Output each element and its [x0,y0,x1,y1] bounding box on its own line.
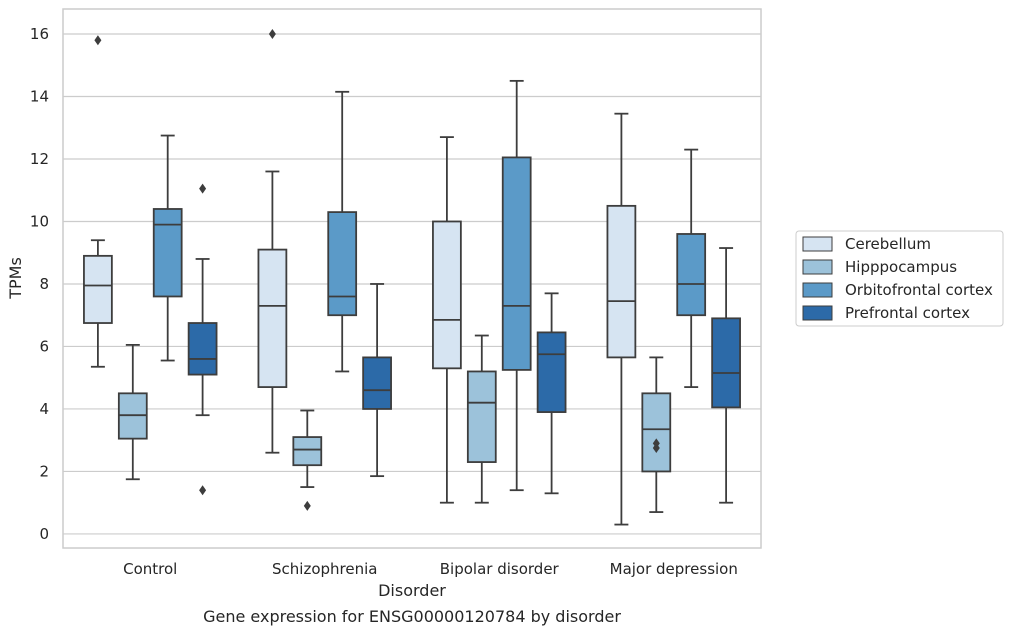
y-tick-label: 16 [30,25,49,43]
box-body [466,370,497,463]
box-series [83,28,741,526]
legend-swatch [802,259,833,275]
box-0-2 [432,136,462,504]
outlier-point [268,28,276,39]
x-tick-labels: Control Schizophrenia Bipolar disorder Majo… [123,560,738,578]
y-tick-label: 6 [39,337,49,355]
box-1-0 [117,343,148,481]
box-3-0 [187,183,218,496]
outlier-point [652,438,660,449]
box-2-1 [327,90,358,373]
box-body [292,436,323,467]
legend-label: Prefrontal cortex [845,304,970,322]
y-tick-label: 0 [39,525,49,543]
box-body [327,211,358,317]
box-0-1 [257,28,288,454]
x-tick-label: Major depression [610,560,738,578]
legend: Cerebellum Hipppocampus Orbitofrontal cort… [795,230,1004,327]
legend-swatch [802,282,833,298]
box-body [187,322,218,376]
chart-title: Gene expression for ENSG00000120784 by d… [203,607,621,626]
legend-swatch [802,236,833,252]
y-tick-label: 14 [30,87,49,105]
box-body [152,208,183,298]
box-2-2 [501,79,532,492]
box-0-3 [606,112,637,526]
box-1-1 [292,409,323,511]
outlier-point [199,485,207,496]
box-body [257,248,288,388]
box-0-0 [83,35,113,368]
outlier-point [94,35,102,46]
y-tick-labels: 0 2 4 6 8 10 12 14 16 [30,25,49,543]
box-body [536,331,567,413]
box-body [501,156,532,371]
outlier-point [303,500,311,511]
box-body [606,204,637,359]
box-3-3 [711,247,741,504]
legend-swatch [802,305,833,321]
box-body [362,356,392,410]
box-2-3 [676,148,707,388]
y-tick-label: 8 [39,275,49,293]
box-body [432,220,462,370]
box-2-0 [152,134,183,362]
box-1-3 [641,356,672,513]
x-tick-label: Control [123,560,177,578]
box-body [83,254,113,324]
legend-frame [795,230,1004,327]
y-tick-label: 12 [30,150,49,168]
outlier-point [199,183,207,194]
y-tick-label: 2 [39,462,49,480]
box-body [711,317,741,409]
box-3-1 [362,283,392,478]
plot-frame [62,8,762,549]
box-body [641,392,672,473]
x-axis-title: Disorder [378,581,446,600]
box-1-2 [466,334,497,504]
legend-label: Cerebellum [845,235,931,253]
y-tick-label: 10 [30,212,49,230]
y-tick-label: 4 [39,400,49,418]
legend-label: Orbitofrontal cortex [845,281,993,299]
legend-label: Hipppocampus [845,258,957,276]
y-axis-title: TPMs [6,257,25,300]
box-body [676,233,707,317]
x-tick-label: Schizophrenia [272,560,377,578]
x-tick-label: Bipolar disorder [440,560,560,578]
y-gridlines [63,33,761,535]
box-3-2 [536,292,567,495]
